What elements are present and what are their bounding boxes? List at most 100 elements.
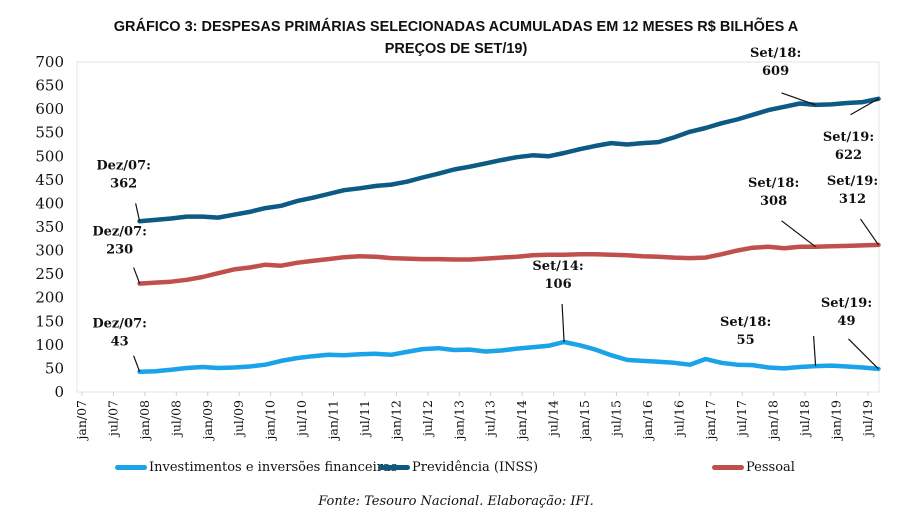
annotation-date: Set/18: [748, 176, 799, 191]
annotation-leader-line [850, 98, 879, 116]
legend-item-investimentos: Investimentos e inversões financeiras [115, 460, 397, 475]
annotation-date: Set/19: [821, 296, 872, 311]
y-tick-label: 100 [35, 336, 64, 354]
x-tick-label: jul/14 [546, 400, 561, 438]
x-tick-label: jul/07 [105, 400, 120, 438]
x-tick-label: jul/09 [231, 400, 246, 438]
annotation-value: 609 [762, 64, 789, 79]
x-tick-label: jan/12 [388, 400, 403, 442]
legend-label-pessoal: Pessoal [746, 460, 795, 475]
x-tick-label: jul/16 [671, 400, 686, 438]
annotation-date: Set/19: [827, 174, 878, 189]
x-tick-label: jan/16 [640, 400, 655, 442]
annotation-leader-line [859, 218, 879, 246]
x-tick-label: jul/15 [608, 400, 623, 438]
data-annotation: Dez/07: 43 [92, 317, 147, 372]
plot-area-border [76, 61, 880, 393]
x-tick-label: jan/17 [703, 400, 718, 442]
y-tick-label: 300 [35, 242, 64, 260]
annotation-date: Dez/07: [92, 225, 147, 240]
annotation-date: Dez/07: [92, 317, 147, 332]
x-tick-label: jan/10 [263, 400, 278, 442]
y-tick-label: 500 [35, 147, 64, 165]
data-annotation: Dez/07: 230 [92, 225, 147, 284]
data-annotation: Set/19: 312 [827, 174, 879, 246]
annotation-leader-line [561, 303, 565, 343]
legend-item-previdencia: Previdência (INSS) [378, 460, 538, 475]
annotation-date: Set/19: [823, 130, 874, 145]
source-note: Fonte: Tesouro Nacional. Elaboração: IFI… [318, 494, 594, 509]
y-tick-label: 600 [35, 100, 64, 118]
chart-title: GRÁFICO 3: DESPESAS PRIMÁRIAS SELECIONAD… [0, 16, 912, 60]
y-tick-label: 50 [45, 359, 64, 377]
data-annotation: Set/18: 55 [720, 315, 817, 367]
annotation-value: 362 [110, 176, 137, 191]
x-axis: jan/07 jul/07 jan/08 jul/08 jan/09 jul/09 jan/… [74, 392, 875, 442]
data-annotation: Set/18: 609 [750, 46, 816, 106]
x-tick-label: jan/15 [577, 400, 592, 442]
annotation-date: Set/18: [750, 46, 801, 61]
x-tick-label: jul/18 [797, 400, 812, 438]
x-tick-label: jan/13 [451, 400, 466, 442]
chart-title-line-2: PREÇOS DE SET/19) [384, 41, 528, 57]
y-tick-label: 0 [54, 383, 64, 401]
x-tick-label: jul/08 [168, 400, 183, 438]
legend-swatch-previdencia [378, 465, 410, 470]
x-tick-label: jan/07 [74, 400, 89, 442]
x-tick-label: jul/13 [483, 400, 498, 438]
annotation-value: 622 [835, 148, 862, 163]
x-tick-label: jul/19 [860, 400, 875, 438]
x-tick-label: jul/11 [357, 400, 372, 438]
annotation-value: 55 [737, 333, 755, 348]
x-tick-label: jul/17 [734, 400, 749, 438]
data-annotation: Set/14: 106 [532, 259, 584, 343]
legend-label-investimentos: Investimentos e inversões financeiras [149, 460, 398, 475]
y-tick-label: 250 [35, 265, 64, 283]
annotation-leader-line [781, 220, 816, 248]
legend: Investimentos e inversões financeiras Pr… [0, 460, 912, 480]
y-axis: 0 50 100 150 200 250 300 350 400 450 500 550 600 650 7… [35, 53, 64, 401]
annotation-leader-line [813, 336, 817, 367]
data-annotation: Set/19: 622 [823, 98, 879, 163]
x-tick-label: jul/10 [294, 400, 309, 438]
annotation-leader-line [135, 203, 141, 222]
chart-title-line-1: GRÁFICO 3: DESPESAS PRIMÁRIAS SELECIONAD… [113, 19, 799, 35]
y-tick-label: 550 [35, 124, 64, 142]
annotation-value: 312 [839, 192, 866, 207]
x-tick-label: jan/11 [326, 400, 341, 442]
legend-swatch-pessoal [712, 465, 744, 470]
legend-item-pessoal: Pessoal [712, 460, 795, 475]
x-tick-label: jul/12 [420, 400, 435, 438]
x-tick-label: jan/19 [829, 400, 844, 442]
annotation-leader-line [133, 355, 141, 372]
y-tick-label: 150 [35, 312, 64, 330]
series-line-pessoal [137, 242, 881, 286]
annotation-leader-line [848, 338, 879, 370]
y-tick-label: 400 [35, 194, 64, 212]
annotation-value: 230 [106, 243, 133, 258]
data-annotation: Dez/07: 362 [96, 158, 151, 222]
annotation-date: Set/18: [720, 315, 771, 330]
annotation-leader-line [133, 267, 141, 284]
series-line-previdencia [137, 96, 881, 224]
y-tick-label: 650 [35, 77, 64, 95]
legend-swatch-investimentos [115, 465, 147, 470]
series-line-investimentos [137, 339, 881, 374]
y-tick-label: 450 [35, 171, 64, 189]
y-tick-label: 200 [35, 289, 64, 307]
legend-label-previdencia: Previdência (INSS) [412, 460, 539, 475]
annotation-date: Set/14: [532, 259, 583, 274]
annotation-date: Dez/07: [96, 158, 151, 173]
x-tick-label: jan/08 [137, 400, 152, 442]
y-tick-label: 350 [35, 218, 64, 236]
x-tick-label: jan/18 [766, 400, 781, 442]
data-annotation: Set/19: 49 [821, 296, 879, 370]
series-lines [137, 96, 881, 374]
y-tick-label: 700 [35, 53, 64, 71]
annotation-value: 49 [837, 314, 855, 329]
data-annotation: Set/18: 308 [748, 176, 816, 248]
x-tick-label: jan/14 [514, 400, 529, 442]
annotation-value: 43 [111, 335, 129, 350]
annotation-value: 308 [760, 194, 787, 209]
